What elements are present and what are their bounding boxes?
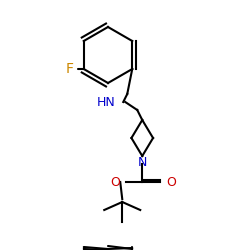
Text: O: O [166, 176, 176, 188]
Text: O: O [110, 176, 120, 188]
Text: F: F [66, 62, 74, 76]
Text: HN: HN [96, 96, 115, 108]
Text: N: N [138, 156, 147, 169]
